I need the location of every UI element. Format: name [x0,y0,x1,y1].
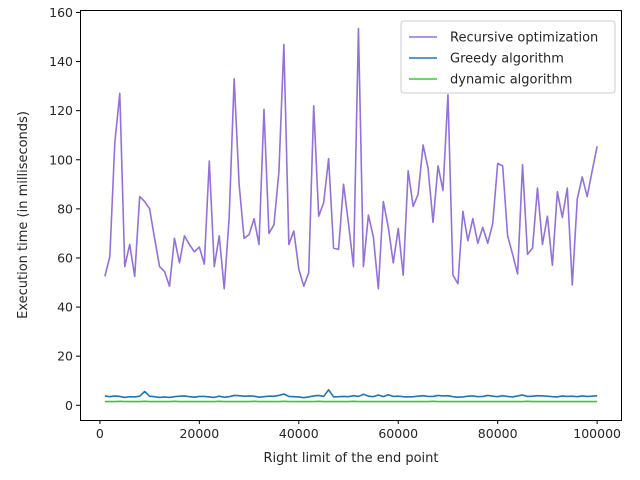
tick-layer: 0 20000 40000 60000 80000 100000 0 20 40 60 80 100 1… [49,5,621,441]
series-line-recursive-optimization [104,27,598,290]
y-tick-label: 100 [49,152,73,167]
y-axis-label: Execution time (in milliseconds) [16,111,31,319]
x-tick-label: 0 [96,426,104,441]
y-tick-label: 0 [65,398,73,413]
series-layer [104,27,598,403]
y-tick-label: 20 [57,349,73,364]
x-axis-label: Right limit of the end point [264,451,439,466]
y-tick-label: 140 [49,54,73,69]
y-tick-label: 80 [57,201,73,216]
x-tick-label: 100000 [573,426,621,441]
legend-label-dynamic-algorithm: dynamic algorithm [450,73,572,88]
legend-label-recursive-optimization: Recursive optimization [450,31,598,46]
legend-label-greedy-algorithm: Greedy algorithm [450,52,564,67]
axes-frame [80,10,622,421]
x-tick-label: 20000 [179,426,219,441]
y-tick-label: 40 [57,300,73,315]
x-tick-label: 40000 [279,426,319,441]
y-tick-label: 120 [49,103,73,118]
series-line-greedy-algorithm [104,388,598,399]
x-tick-label: 80000 [478,426,518,441]
legend-box [400,20,616,94]
legend: Recursive optimization Greedy algorithm dy… [400,20,616,94]
y-tick-label: 160 [49,5,73,20]
x-tick-label: 60000 [378,426,418,441]
y-tick-label: 60 [57,250,73,265]
